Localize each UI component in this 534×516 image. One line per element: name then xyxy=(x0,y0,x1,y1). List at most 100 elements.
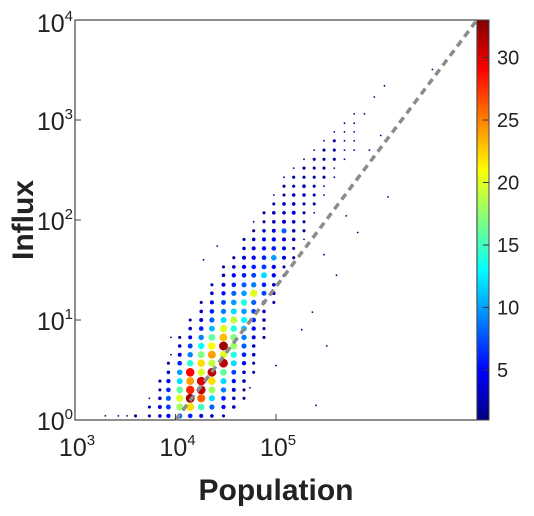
data-point xyxy=(323,194,325,196)
data-point xyxy=(147,414,151,418)
data-point xyxy=(187,413,193,419)
data-point xyxy=(219,341,228,351)
data-point xyxy=(312,157,316,161)
data-point xyxy=(242,370,246,375)
data-point xyxy=(209,309,215,314)
colorbar-tick-label: 10 xyxy=(497,298,519,320)
data-point xyxy=(262,237,266,242)
data-point xyxy=(251,352,256,357)
data-point xyxy=(383,84,386,87)
data-point xyxy=(251,317,257,323)
data-point xyxy=(185,368,195,377)
data-point xyxy=(302,211,306,215)
data-point xyxy=(147,405,151,409)
data-point xyxy=(282,202,286,206)
data-point xyxy=(157,405,162,409)
colorbar xyxy=(476,19,490,421)
data-point xyxy=(187,343,193,349)
data-point xyxy=(271,228,276,233)
data-point xyxy=(332,157,336,161)
data-point xyxy=(343,158,346,161)
data-point xyxy=(188,335,193,340)
x-axis-title: Population xyxy=(199,474,354,507)
data-point xyxy=(251,299,257,305)
data-point xyxy=(220,378,227,385)
y-axis: 100 101 102 103 104 xyxy=(37,8,81,436)
data-point xyxy=(343,122,346,125)
data-point xyxy=(291,193,296,197)
data-point xyxy=(282,211,286,215)
data-point xyxy=(343,139,346,142)
data-point xyxy=(241,282,247,288)
data-point xyxy=(249,386,251,389)
data-point xyxy=(271,273,276,278)
data-point xyxy=(302,229,306,233)
data-point xyxy=(252,370,256,374)
data-point xyxy=(353,139,356,142)
data-point xyxy=(117,415,120,417)
data-point xyxy=(251,246,256,251)
data-point xyxy=(158,388,162,392)
data-point xyxy=(261,255,267,261)
data-point xyxy=(176,403,184,411)
data-point xyxy=(232,265,236,269)
data-point xyxy=(197,403,205,411)
data-point xyxy=(343,149,346,152)
data-point xyxy=(282,246,286,251)
data-point xyxy=(291,229,296,233)
data-point xyxy=(251,344,256,348)
data-point xyxy=(353,113,356,115)
data-point xyxy=(343,131,346,133)
data-point xyxy=(231,290,237,296)
data-point xyxy=(166,413,171,419)
data-point xyxy=(186,403,195,411)
data-point xyxy=(187,352,193,358)
data-point xyxy=(198,326,204,331)
data-point xyxy=(220,316,227,324)
colorbar-tick-label: 20 xyxy=(497,173,519,195)
data-point xyxy=(241,343,247,349)
data-point xyxy=(241,272,247,278)
data-point xyxy=(302,166,306,170)
data-point xyxy=(178,335,182,339)
data-point xyxy=(323,139,325,142)
y-tick-label: 101 xyxy=(37,306,73,336)
data-point xyxy=(176,369,183,376)
data-point xyxy=(166,361,170,365)
data-point xyxy=(221,282,226,287)
data-point xyxy=(188,326,192,331)
x-axis: 103 104 105 xyxy=(59,414,296,462)
data-point xyxy=(221,265,226,269)
data-point xyxy=(291,210,296,215)
x-tick-label: 103 xyxy=(59,432,95,462)
data-point xyxy=(221,404,226,410)
data-point xyxy=(231,273,236,278)
data-point xyxy=(300,328,303,331)
data-point xyxy=(262,327,266,331)
data-point xyxy=(387,196,389,198)
data-point xyxy=(251,335,256,340)
data-point xyxy=(232,256,236,260)
data-point xyxy=(312,166,316,170)
data-point xyxy=(196,376,206,386)
data-point xyxy=(219,324,228,333)
data-point xyxy=(282,184,286,188)
data-point xyxy=(303,238,305,241)
data-point xyxy=(221,395,226,401)
data-point xyxy=(220,387,227,393)
data-point xyxy=(209,317,215,323)
data-point xyxy=(281,228,287,234)
data-point xyxy=(272,220,276,224)
data-point xyxy=(198,342,205,350)
data-point xyxy=(272,211,276,215)
data-point xyxy=(241,308,247,315)
colorbar-tick-label: 5 xyxy=(497,360,508,382)
data-point xyxy=(345,215,348,217)
data-point xyxy=(231,282,237,288)
data-point xyxy=(176,394,184,402)
data-point xyxy=(202,258,205,261)
data-point xyxy=(260,272,268,279)
data-point xyxy=(197,368,205,376)
data-point xyxy=(282,265,286,269)
